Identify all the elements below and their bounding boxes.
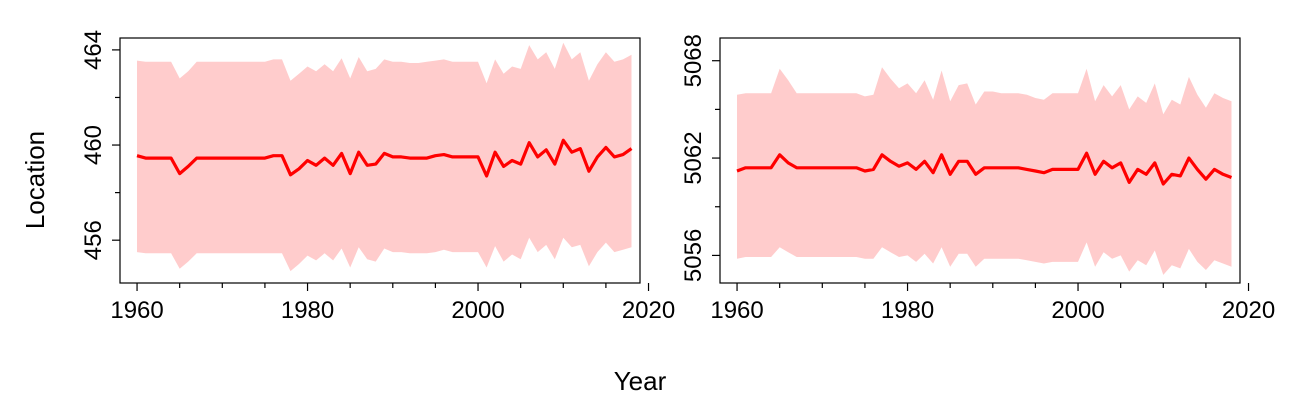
x-axis-label: Year bbox=[614, 366, 667, 396]
confidence-band bbox=[137, 42, 632, 272]
y-tick-label: 5068 bbox=[680, 34, 707, 87]
confidence-band bbox=[737, 67, 1232, 275]
x-tick-label: 1960 bbox=[110, 297, 163, 324]
x-tick-label: 1980 bbox=[281, 297, 334, 324]
estimate-line bbox=[136, 138, 633, 178]
left-panel: 1960 1980 2000 2020 456 460 464 bbox=[80, 30, 675, 324]
right-panel: 1960 1980 2000 2020 5056 5062 5068 bbox=[680, 34, 1275, 324]
x-tick-label: 2020 bbox=[1222, 297, 1275, 324]
x-tick-label: 1960 bbox=[710, 297, 763, 324]
estimate-line bbox=[736, 151, 1233, 186]
plot-frame bbox=[719, 37, 1241, 284]
y-tick-label: 456 bbox=[80, 220, 107, 260]
y-tick-label: 5062 bbox=[680, 131, 707, 184]
x-tick-label: 2000 bbox=[451, 297, 504, 324]
x-tick-label: 2000 bbox=[1051, 297, 1104, 324]
x-tick-label: 1980 bbox=[881, 297, 934, 324]
y-tick-label: 464 bbox=[80, 30, 107, 70]
x-tick-label: 2020 bbox=[622, 297, 675, 324]
y-axis-label: Location bbox=[20, 131, 50, 229]
y-tick-label: 460 bbox=[80, 125, 107, 165]
y-tick-label: 5056 bbox=[680, 229, 707, 282]
plot-frame bbox=[119, 37, 641, 284]
